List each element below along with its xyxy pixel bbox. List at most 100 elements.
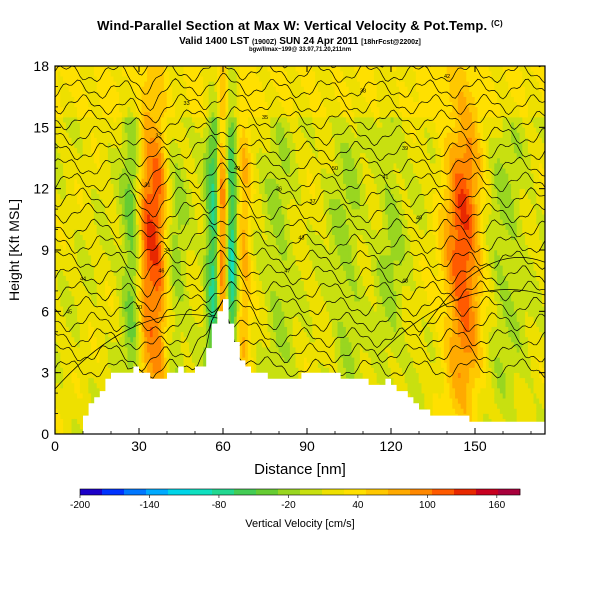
field-cell — [110, 367, 115, 373]
field-cell — [161, 316, 165, 322]
field-cell — [189, 116, 193, 123]
field-cell — [219, 239, 224, 246]
field-cell — [63, 70, 67, 77]
field-cell — [144, 86, 148, 92]
field-cell — [144, 300, 148, 307]
field-cell — [183, 285, 187, 292]
field-cell — [155, 213, 159, 220]
field-cell — [60, 106, 64, 113]
field-cell — [99, 81, 103, 87]
field-cell — [211, 208, 215, 215]
field-cell — [144, 265, 148, 271]
field-cell — [172, 346, 176, 353]
field-cell — [138, 331, 143, 338]
field-cell — [177, 224, 182, 230]
field-cell — [175, 326, 179, 333]
field-cell — [68, 162, 73, 169]
field-cell — [180, 362, 185, 368]
field-cell — [96, 183, 101, 189]
field-cell — [180, 351, 185, 358]
field-cell — [163, 101, 168, 108]
field-cell — [74, 75, 78, 82]
field-cell — [245, 147, 249, 154]
field-cell — [239, 331, 243, 338]
field-cell — [155, 372, 159, 379]
field-cell — [186, 351, 190, 358]
field-cell — [183, 219, 187, 225]
field-cell — [200, 341, 204, 348]
field-cell — [93, 254, 98, 261]
field-cell — [133, 208, 137, 215]
field-cell — [194, 96, 199, 103]
field-cell — [141, 311, 145, 317]
field-cell — [180, 300, 185, 307]
field-cell — [147, 188, 151, 195]
field-cell — [236, 101, 241, 108]
field-cell — [180, 86, 185, 92]
field-cell — [245, 157, 249, 164]
field-cell — [177, 142, 182, 149]
field-cell — [82, 392, 87, 399]
field-cell — [189, 188, 193, 195]
field-cell — [239, 259, 243, 266]
field-cell — [166, 91, 171, 97]
field-cell — [141, 224, 145, 230]
field-cell — [228, 203, 232, 210]
field-cell — [161, 280, 165, 287]
field-cell — [205, 341, 210, 348]
field-cell — [138, 86, 143, 92]
field-cell — [99, 259, 103, 266]
field-cell — [158, 70, 162, 77]
field-cell — [85, 408, 89, 414]
field-cell — [82, 331, 87, 338]
field-cell — [183, 86, 187, 92]
field-cell — [247, 321, 252, 327]
field-cell — [180, 208, 185, 215]
field-cell — [180, 101, 185, 108]
field-cell — [186, 203, 190, 210]
field-cell — [236, 142, 241, 149]
field-cell — [225, 193, 229, 200]
field-cell — [236, 254, 241, 261]
field-cell — [63, 423, 67, 430]
field-cell — [91, 316, 95, 322]
field-cell — [247, 336, 252, 343]
field-cell — [116, 346, 120, 353]
field-cell — [99, 249, 103, 256]
field-cell — [239, 249, 243, 256]
field-cell — [133, 357, 137, 363]
field-cell — [155, 290, 159, 297]
field-cell — [138, 346, 143, 353]
field-cell — [219, 86, 224, 92]
field-cell — [102, 127, 106, 133]
field-cell — [222, 254, 227, 261]
field-cell — [205, 178, 210, 184]
field-cell — [214, 265, 218, 271]
field-cell — [63, 75, 67, 82]
field-cell — [225, 70, 229, 77]
field-cell — [191, 219, 196, 225]
field-cell — [121, 234, 126, 241]
field-cell — [239, 111, 243, 118]
field-cell — [124, 152, 129, 159]
field-cell — [239, 219, 243, 225]
field-cell — [105, 193, 109, 200]
field-cell — [166, 193, 171, 200]
field-cell — [177, 321, 182, 327]
field-cell — [91, 362, 95, 368]
field-cell — [194, 351, 199, 358]
field-cell — [169, 116, 173, 123]
field-cell — [144, 239, 148, 246]
field-cell — [180, 116, 185, 123]
field-cell — [144, 162, 148, 169]
field-cell — [135, 137, 140, 143]
field-cell — [183, 249, 187, 256]
field-cell — [161, 132, 165, 138]
field-cell — [245, 183, 249, 189]
field-cell — [85, 316, 89, 322]
field-cell — [135, 305, 140, 312]
field-cell — [96, 132, 101, 138]
field-cell — [60, 270, 64, 276]
field-cell — [219, 295, 224, 302]
field-cell — [74, 392, 78, 399]
